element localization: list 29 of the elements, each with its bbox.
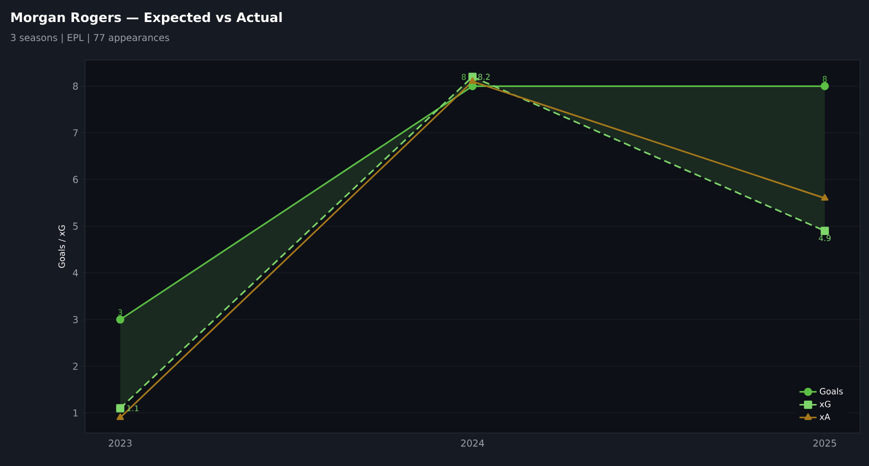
data-label: 8.2 xyxy=(478,74,490,80)
data-label: 8 xyxy=(822,76,827,82)
legend-label: xA xyxy=(820,414,830,420)
y-tick-label: 3 xyxy=(73,316,78,324)
point xyxy=(116,315,124,324)
point xyxy=(116,413,124,420)
point xyxy=(820,82,829,90)
x-tick-label: 2025 xyxy=(813,440,836,447)
point xyxy=(116,404,124,412)
data-label: 4.9 xyxy=(818,235,831,242)
chart-title: Morgan Rogers — Expected vs Actual xyxy=(11,12,282,25)
x-tick-label: 2023 xyxy=(108,440,132,447)
legend-label: Goals xyxy=(820,388,843,394)
point xyxy=(820,226,829,235)
y-tick-label: 2 xyxy=(73,362,78,370)
point xyxy=(821,194,828,201)
y-tick-label: 5 xyxy=(73,222,78,230)
data-label: 3 xyxy=(118,309,122,316)
data-label: 8 xyxy=(462,74,466,80)
y-axis-title: Goals / xG xyxy=(58,225,66,268)
chart-subtitle: 3 seasons | EPL | 77 appearances xyxy=(10,34,170,44)
y-tick-label: 6 xyxy=(73,176,78,184)
point xyxy=(468,77,476,84)
y-tick-label: 8 xyxy=(73,82,78,90)
legend-label: xG xyxy=(820,400,830,408)
y-tick-label: 7 xyxy=(73,129,78,136)
y-tick-label: 4 xyxy=(72,269,78,276)
x-tick-label: 2024 xyxy=(461,440,484,447)
y-tick-label: 1 xyxy=(73,409,78,416)
